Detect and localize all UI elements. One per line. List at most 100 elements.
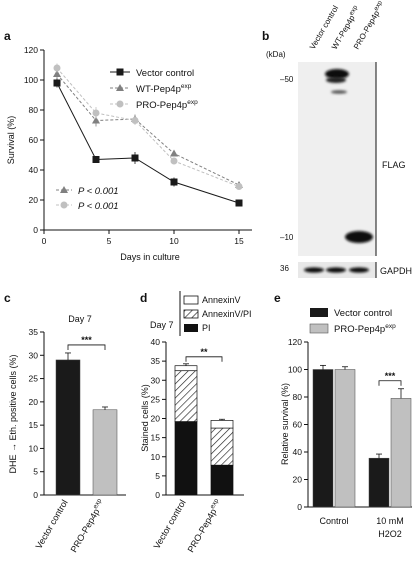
panel-e-x-label-h2o2: 10 mM [376,516,404,526]
stacked-segment-annexinv [210,420,234,429]
panel-letter-b: b [262,29,269,43]
bar-vector-control-0 [312,369,334,508]
panel-e-ytick-label-60: 60 [293,420,303,430]
stacked-segment-pi [174,421,198,496]
legend-marker-square [116,68,124,76]
legend-marker-triangle [116,84,124,91]
panel-c-ytick-label-20: 20 [29,397,39,407]
panel-e-ytick-label-120: 120 [288,337,302,347]
panel-c-title: Day 7 [68,314,92,324]
panel-c-ytick-label-25: 25 [29,374,39,384]
panel-d-ytick-label-20: 20 [151,414,161,424]
significance-stars: ** [200,347,208,357]
stacked-segment-annexinv [174,365,198,372]
blot-marker-10: –10 [280,233,294,242]
panel-a-x-axis-label: Days in culture [120,252,180,262]
panel-c-ytick-label-10: 10 [29,443,39,453]
legend-swatch-annexinv [183,295,199,305]
panel-d-ytick-label-35: 35 [151,356,161,366]
data-point-circle [170,157,178,165]
data-point-circle [53,64,61,72]
panel-c-x-label-vector: Vector control [34,498,70,551]
panel-a-ytick-label-40: 40 [29,165,39,175]
bar-vector-control-1 [368,457,390,508]
panel-a-ytick-label-60: 60 [29,135,39,145]
blot-band-pro-low [345,231,373,243]
blot-band-wt-mid [326,77,346,83]
panel-c-ytick-label-15: 15 [29,420,39,430]
panel-a-ytick-label-0: 0 [33,225,38,235]
legend-label-pro-pep4p: PRO-Pep4pexp [136,99,198,111]
blot-gapdh-band-1 [304,267,324,273]
panel-e-x-label-control: Control [319,516,348,526]
legend-swatch-pro-pep4p [309,323,329,334]
panel-d-ytick-label-10: 10 [151,452,161,462]
panel-c-bar-chart: Day 7 0 5 10 15 20 25 30 35 *** DHE → Eth. posi… [8,314,126,554]
panel-e-ytick-label-20: 20 [293,475,303,485]
series-line-1 [56,73,240,186]
legend-label-annexinv: AnnexinV [202,295,241,305]
panel-letter-c: c [4,291,11,305]
blot-band-wt-upper [325,69,349,79]
panel-e-y-axis-label: Relative survival (%) [280,383,290,465]
panel-letter-e: e [274,291,281,305]
bar-pro-pep4p-1 [390,398,412,508]
significance-stars: *** [385,371,396,381]
blot-flag-label: FLAG [382,160,406,170]
panel-e-ytick-label-80: 80 [293,392,303,402]
data-point-square [131,154,139,162]
significance-bracket [378,380,402,386]
panel-d-x-label-vector: Vector control [152,498,188,551]
panel-c-ytick-label-0: 0 [33,490,38,500]
panel-a-legend: Vector control WT-Pep4pexp PRO-Pep4pexp [110,68,198,111]
panel-c-ytick-label-30: 30 [29,350,39,360]
legend-label-wt-pep4p: WT-Pep4pexp [136,83,192,95]
panel-a-xtick-label-5: 5 [107,236,112,246]
data-point-circle [131,117,139,124]
blot-gapdh-label: GAPDH [380,266,412,276]
legend-label-annexinv-pi: AnnexinV/PI [202,309,252,319]
panel-letter-a: a [4,29,11,43]
panel-d-title: Day 7 [150,320,174,330]
bar-pro-pep4p-0 [334,369,356,508]
blot-marker-36: 36 [280,264,289,273]
panel-d-ytick-label-0: 0 [155,490,160,500]
panel-a-y-axis-label: Survival (%) [6,116,16,165]
stacked-segment-pi [210,464,234,496]
annotation-pvalue-1: P < 0.001 [78,186,119,197]
data-point-square [235,199,243,207]
blot-marker-50: –50 [280,75,294,84]
blot-flag-membrane [298,62,376,256]
legend-label-vector-control: Vector control [136,68,194,79]
panel-a-ytick-label-80: 80 [29,105,39,115]
annotation-marker-circle [60,201,68,209]
panel-d-y-axis-label: Stained cells (%) [140,384,150,452]
legend-label-pro-pep4p-e: PRO-Pep4pexp [334,323,396,335]
panel-d-ytick-label-15: 15 [151,433,161,443]
blot-gapdh-band-2 [326,267,346,273]
data-point-triangle [92,116,100,124]
panel-c-x-label-pro: PRO-Pep4pexp [68,497,107,554]
panel-a-ytick-label-20: 20 [29,195,39,205]
legend-label-vector-control-e: Vector control [334,308,392,319]
panel-e-ytick-label-100: 100 [288,365,302,375]
blot-gapdh-band-3 [349,267,369,273]
significance-bracket [185,356,223,362]
panel-c-y-axis-label: DHE → Eth. positive cells (%) [8,354,18,473]
legend-swatch-vector-control [310,308,328,317]
legend-swatch-pi [184,324,198,332]
panel-d-ytick-label-30: 30 [151,375,161,385]
significance-stars: *** [81,335,92,345]
panel-d-ytick-label-25: 25 [151,394,161,404]
bar-vector-control [55,359,81,496]
panel-e-grouped-bar-chart: Vector control PRO-Pep4pexp 0 20 40 60 80 100… [280,308,412,539]
panel-letter-d: d [140,291,147,305]
panel-d-ytick-label-5: 5 [155,471,160,481]
panel-c-ytick-label-5: 5 [33,467,38,477]
panel-a-xtick-label-0: 0 [42,236,47,246]
data-point-circle [235,183,243,190]
panel-d-x-label-pro: PRO-Pep4pexp [185,497,224,554]
annotation-pvalue-2: P < 0.001 [78,201,119,212]
stacked-segment-annexinv-pi [210,427,234,466]
